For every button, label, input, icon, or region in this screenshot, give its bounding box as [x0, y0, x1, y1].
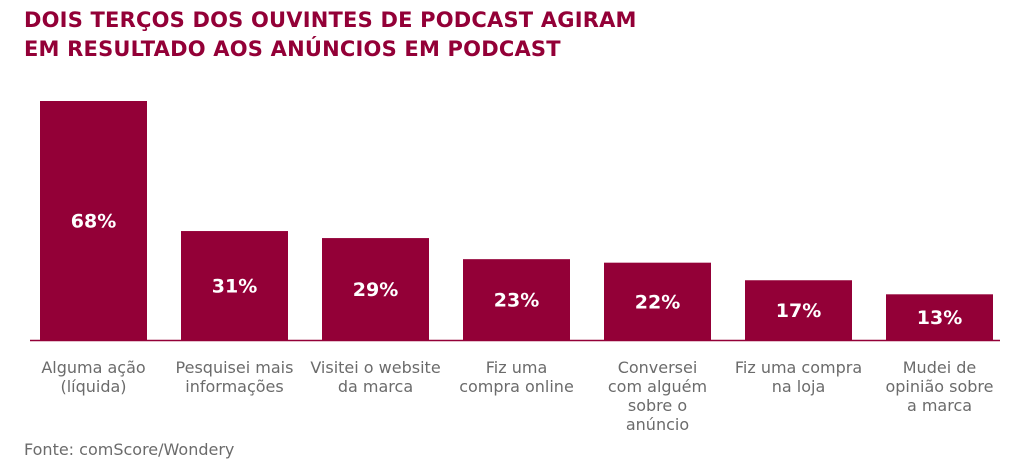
category-label-7: Mudei de opinião sobre a marca — [885, 358, 993, 415]
category-label-line: Pesquisei mais — [176, 358, 294, 377]
chart-title-line-2: EM RESULTADO AOS ANÚNCIOS EM PODCAST — [24, 37, 561, 61]
category-label-line: informações — [185, 377, 283, 396]
source-note: Fonte: comScore/Wondery — [24, 440, 235, 459]
bar-6 — [745, 280, 852, 340]
category-label-1: Alguma ação (líquida) — [41, 358, 145, 396]
category-label-line: na loja — [772, 377, 826, 396]
category-label-line: Alguma ação — [41, 358, 145, 377]
category-label-4: Fiz uma compra online — [459, 358, 574, 396]
bar-5 — [604, 262, 711, 340]
bar-value-label-2: 31% — [212, 276, 257, 298]
category-label-line: Fiz uma — [486, 358, 548, 377]
bar-value-label-6: 17% — [776, 300, 821, 322]
category-label-line: Mudei de — [903, 358, 976, 377]
bar-value-label-3: 29% — [353, 279, 398, 301]
category-label-line: com alguém — [608, 377, 707, 396]
category-label-line: da marca — [338, 377, 413, 396]
category-label-5: Conversei com alguém sobre o anúncio — [608, 358, 707, 434]
category-label-line: a marca — [907, 396, 972, 415]
bar-value-label-4: 23% — [494, 290, 539, 312]
bar-value-label-7: 13% — [917, 307, 962, 329]
category-label-line: compra online — [459, 377, 574, 396]
category-label-3: Visitei o website da marca — [310, 358, 440, 396]
bar-value-label-5: 22% — [635, 291, 680, 313]
bar-2 — [181, 231, 288, 340]
category-label-line: Visitei o website — [310, 358, 440, 377]
bar-3 — [322, 238, 429, 340]
chart-title: DOIS TERÇOS DOS OUVINTES DE PODCAST AGIR… — [24, 6, 1004, 64]
category-label-line: sobre o — [628, 396, 687, 415]
bar-7 — [886, 294, 993, 340]
bar-value-label-1: 68% — [71, 211, 116, 233]
category-label-line: anúncio — [626, 415, 689, 434]
category-label-line: opinião sobre — [885, 377, 993, 396]
category-label-line: (líquida) — [60, 377, 126, 396]
bar-1 — [40, 101, 147, 340]
category-label-2: Pesquisei mais informações — [176, 358, 294, 396]
bar-4 — [463, 259, 570, 340]
category-label-line: Fiz uma compra — [735, 358, 862, 377]
category-label-6: Fiz uma compra na loja — [735, 358, 862, 396]
chart-title-line-1: DOIS TERÇOS DOS OUVINTES DE PODCAST AGIR… — [24, 8, 637, 32]
category-label-line: Conversei — [618, 358, 698, 377]
